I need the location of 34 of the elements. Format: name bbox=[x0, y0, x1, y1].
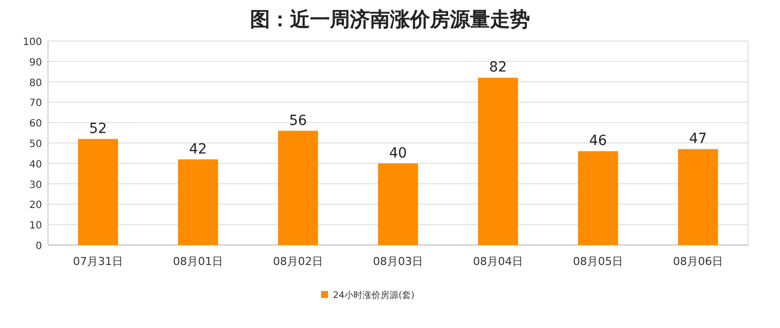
bar bbox=[178, 159, 218, 245]
y-tick-label: 100 bbox=[22, 37, 42, 48]
data-label: 42 bbox=[189, 141, 207, 158]
y-tick-label: 20 bbox=[29, 200, 42, 212]
x-tick-label: 08月01日 bbox=[173, 255, 223, 268]
data-label: 52 bbox=[89, 120, 107, 137]
x-tick-label: 08月05日 bbox=[573, 255, 623, 268]
bar bbox=[78, 138, 118, 245]
y-tick-label: 50 bbox=[29, 139, 42, 150]
bar bbox=[678, 149, 718, 245]
data-label: 56 bbox=[289, 112, 307, 129]
bar bbox=[378, 163, 418, 245]
y-tick-label: 80 bbox=[29, 78, 42, 89]
bar bbox=[578, 151, 618, 245]
x-tick-label: 08月03日 bbox=[373, 255, 423, 268]
y-tick-label: 60 bbox=[29, 118, 42, 130]
y-tick-label: 70 bbox=[29, 98, 42, 110]
x-tick-label: 08月02日 bbox=[273, 255, 323, 268]
data-label: 40 bbox=[389, 145, 407, 162]
y-tick-label: 30 bbox=[29, 180, 42, 191]
data-label: 46 bbox=[589, 133, 607, 150]
chart-title: 图：近一周济南涨价房源量走势 bbox=[250, 7, 530, 31]
x-tick-label: 08月04日 bbox=[473, 255, 523, 268]
y-tick-label: 40 bbox=[29, 159, 42, 170]
y-tick-label: 0 bbox=[36, 241, 42, 252]
x-tick-label: 07月31日 bbox=[73, 255, 123, 268]
bar bbox=[278, 130, 318, 245]
data-label: 82 bbox=[489, 60, 507, 76]
x-tick-label: 08月06日 bbox=[673, 255, 723, 268]
legend-label: 24小时涨价房源(套) bbox=[333, 290, 414, 301]
y-tick-label: 10 bbox=[29, 220, 42, 232]
bar bbox=[478, 78, 518, 245]
y-tick-label: 90 bbox=[29, 57, 42, 68]
data-label: 47 bbox=[689, 131, 707, 148]
